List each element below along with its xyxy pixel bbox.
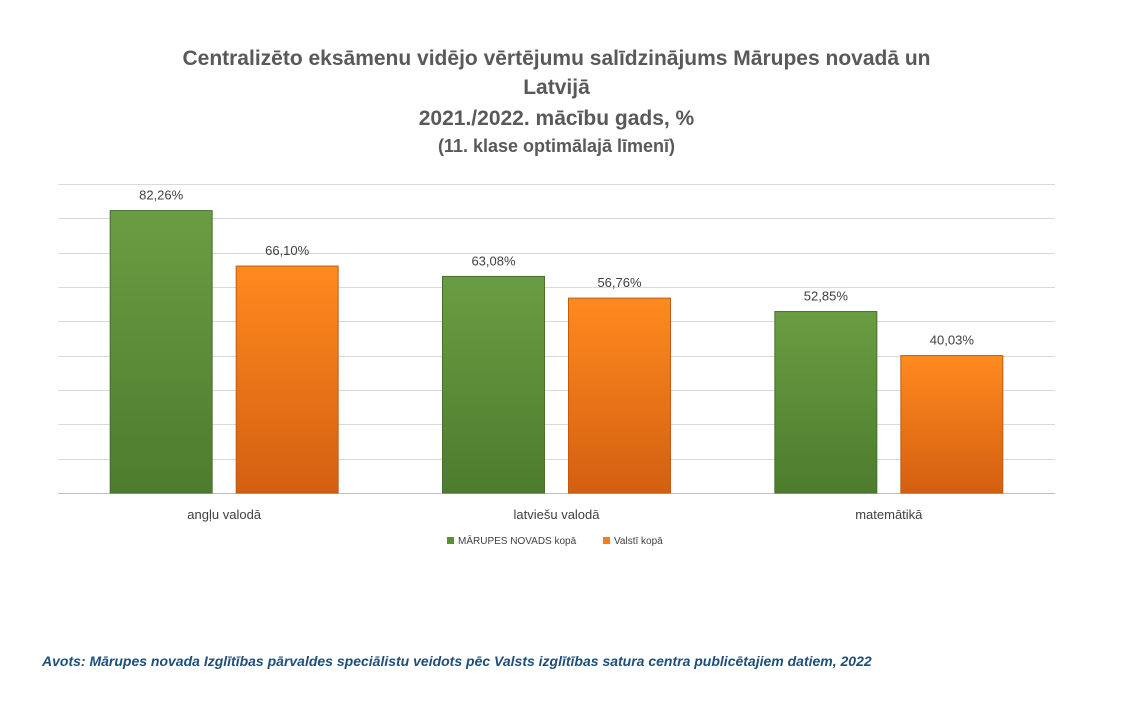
value-label: 40,03%: [930, 333, 975, 348]
bar-marupes-2: [442, 275, 545, 494]
bar-marupes-1: [109, 210, 213, 494]
chart-title-line-4: (11. klase optimālajā līmenī): [437, 136, 676, 156]
source-note: Avots: Mārupes novada Izglītības pārvald…: [42, 653, 872, 669]
value-label: 63,08%: [471, 253, 516, 268]
gridlines: [58, 184, 1055, 494]
chart-plot: 82,26% 66,10% 63,08% 56,76% 52,85% 40,03% ang…: [58, 184, 1055, 547]
legend-swatch-valsti: [603, 537, 610, 544]
category-label: angļu valodā: [187, 507, 261, 522]
bar-valsti-2: [568, 297, 671, 494]
category-label: matemātikā: [855, 507, 923, 522]
chart-title-line-1: Centralizēto eksāmenu vidējo vērtējumu s…: [182, 47, 931, 70]
value-label: 82,26%: [139, 188, 184, 203]
chart-title: Centralizēto eksāmenu vidējo vērtējumu s…: [0, 44, 1113, 159]
chart-title-line-2: Latvijā: [523, 76, 590, 99]
legend-label: Valstī kopā: [614, 536, 663, 547]
chart-title-line-3: 2021./2022. mācību gads, %: [418, 107, 695, 130]
bars: [109, 210, 1004, 494]
bar-valsti-3: [900, 355, 1004, 494]
value-label: 56,76%: [597, 275, 642, 290]
value-label: 52,85%: [804, 289, 849, 304]
legend: MĀRUPES NOVADS kopā Valstī kopā: [447, 535, 663, 547]
category-label: latviešu valodā: [514, 507, 601, 522]
category-labels: angļu valodā latviešu valodā matemātikā: [187, 507, 923, 522]
legend-swatch-marupes: [447, 537, 454, 544]
legend-label: MĀRUPES NOVADS kopā: [458, 535, 577, 547]
value-labels: 82,26% 66,10% 63,08% 56,76% 52,85% 40,03%: [139, 188, 974, 348]
bar-marupes-3: [774, 311, 878, 494]
value-label: 66,10%: [265, 243, 310, 258]
bar-valsti-1: [235, 265, 339, 494]
